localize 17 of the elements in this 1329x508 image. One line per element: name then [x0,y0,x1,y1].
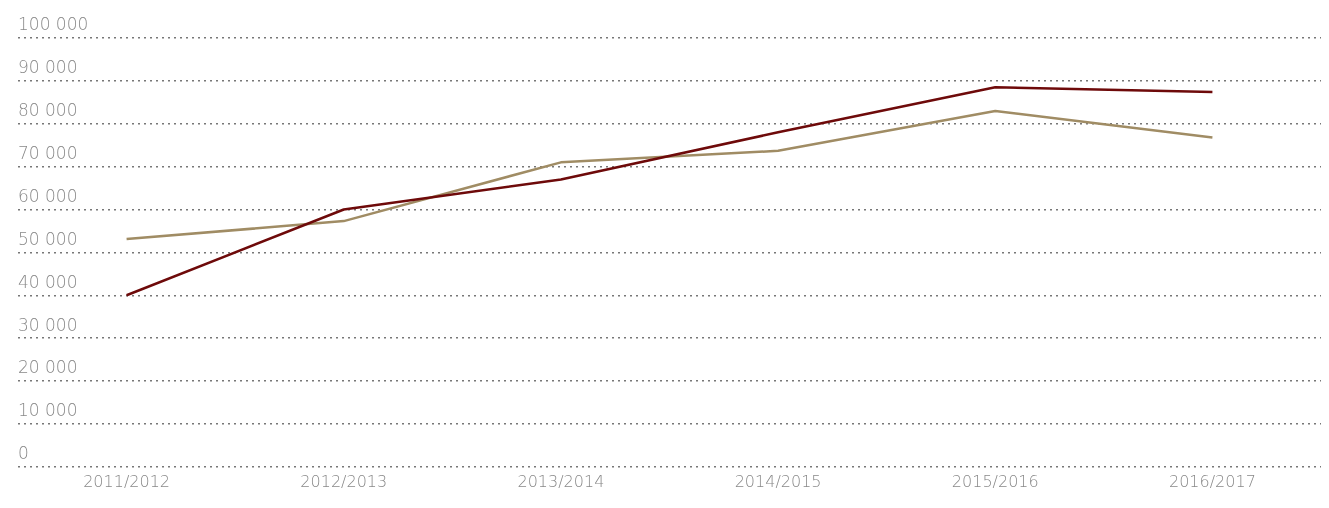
y-tick-label: 90 000 [18,57,78,78]
x-tick-label: 2016/2017 [1169,471,1256,491]
y-tick-label: 0 [18,443,29,464]
x-tick-label: 2015/2016 [951,471,1039,491]
x-tick-label: 2013/2014 [517,471,605,491]
y-tick-label: 80 000 [18,100,78,121]
x-tick-label: 2011/2012 [83,471,170,491]
x-tick-label: 2014/2015 [734,471,822,491]
y-tick-label: 10 000 [18,400,78,421]
y-tick-label: 30 000 [18,314,78,335]
y-tick-label: 50 000 [18,228,78,249]
y-tick-label: 70 000 [18,143,78,164]
y-tick-label: 20 000 [18,357,78,378]
x-tick-label: 2012/2013 [300,471,388,491]
y-tick-label: 40 000 [18,271,78,292]
y-tick-label: 100 000 [18,14,89,35]
y-tick-label: 60 000 [18,185,78,206]
